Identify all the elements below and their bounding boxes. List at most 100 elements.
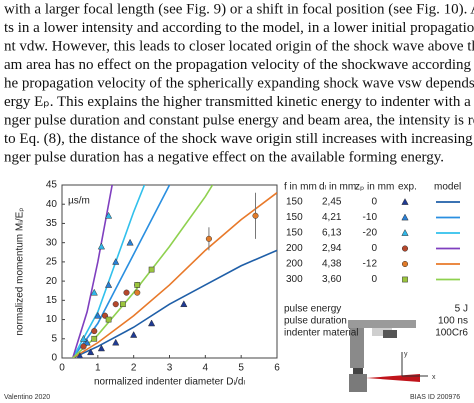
marker-triangle bbox=[147, 319, 156, 327]
marker-circle bbox=[205, 235, 212, 242]
marker-square bbox=[91, 335, 98, 342]
marker-square bbox=[134, 282, 141, 288]
x-tick-label: 3 bbox=[167, 363, 173, 374]
marker-circle bbox=[401, 245, 409, 252]
footer-left: Valentino 2020 bbox=[4, 394, 50, 401]
marker-circle bbox=[134, 289, 141, 296]
marker-square bbox=[402, 276, 408, 283]
marker-triangle bbox=[180, 300, 188, 308]
x-tick-label: 2 bbox=[131, 363, 137, 374]
marker-triangle bbox=[90, 288, 98, 296]
marker-triangle bbox=[126, 238, 134, 246]
marker-square bbox=[120, 301, 126, 308]
legend-cell: 0 bbox=[371, 243, 377, 254]
x-tick-label: 1 bbox=[95, 363, 101, 374]
marker-triangle bbox=[97, 344, 106, 352]
legend-cell: 0 bbox=[371, 274, 377, 285]
y-tick-label: 20 bbox=[46, 276, 58, 287]
diagram-laser bbox=[366, 374, 420, 382]
x-tick-label: 5 bbox=[238, 363, 244, 374]
x-axis-label: normalized indenter diameter Dᵢ/dₗ bbox=[94, 377, 245, 388]
diagram-plate bbox=[348, 320, 416, 328]
y-tick-label: 25 bbox=[46, 257, 58, 268]
plot-area bbox=[71, 185, 277, 358]
legend-header: exp. bbox=[398, 182, 417, 193]
marker-triangle bbox=[401, 229, 409, 236]
diagram-indenter bbox=[350, 328, 364, 368]
marker-triangle bbox=[79, 334, 88, 342]
y-tick-label: 0 bbox=[51, 353, 57, 364]
paragraph-line: he propagation velocity of the spherical… bbox=[4, 75, 474, 91]
marker-triangle bbox=[97, 242, 106, 250]
model-curve bbox=[72, 192, 277, 358]
marker-square bbox=[148, 266, 155, 273]
legend-header: zₚ in mm bbox=[355, 182, 394, 193]
marker-triangle bbox=[76, 352, 84, 358]
marker-square bbox=[105, 316, 112, 323]
y-tick-label: 10 bbox=[46, 314, 58, 325]
marker-circle bbox=[91, 328, 98, 335]
parameter-value: 100 ns bbox=[438, 316, 468, 327]
y-unit: µs/m bbox=[68, 196, 90, 207]
legend-cell: 3,60 bbox=[322, 274, 342, 285]
marker-triangle bbox=[83, 338, 91, 346]
diagram-part bbox=[383, 330, 397, 338]
y-tick-label: 45 bbox=[46, 180, 58, 191]
paragraph-line: to Eq. (8), the distance of the shock wa… bbox=[4, 131, 474, 147]
x-tick-label: 6 bbox=[274, 363, 280, 374]
marker-circle bbox=[80, 343, 87, 350]
marker-triangle bbox=[87, 348, 95, 356]
parameter-label: pulse duration bbox=[284, 316, 347, 327]
legend-cell: 300 bbox=[286, 274, 303, 285]
paragraph-line: ergy Eₚ. This explains the higher transm… bbox=[4, 94, 474, 110]
model-curve bbox=[72, 249, 277, 358]
legend-header: dₗ in mm bbox=[319, 182, 356, 193]
marker-triangle bbox=[94, 311, 102, 319]
marker-triangle bbox=[104, 211, 113, 219]
parameter-value: 5 J bbox=[455, 304, 468, 315]
paragraph-line: nger pulse duration has a negative effec… bbox=[4, 149, 444, 165]
marker-triangle bbox=[112, 338, 120, 346]
y-tick-label: 15 bbox=[46, 295, 58, 306]
footer-right: BIAS ID 200976 bbox=[410, 394, 460, 401]
model-curve bbox=[71, 185, 113, 358]
legend-cell: 150 bbox=[286, 212, 303, 223]
legend-cell: 150 bbox=[286, 197, 303, 208]
y-tick-label: 35 bbox=[46, 218, 58, 229]
marker-triangle bbox=[401, 198, 409, 205]
setup-diagram bbox=[348, 320, 428, 392]
marker-circle bbox=[112, 301, 119, 308]
legend-cell: -10 bbox=[363, 212, 378, 223]
marker-circle bbox=[123, 289, 130, 296]
diagram-base bbox=[349, 374, 367, 392]
marker-circle bbox=[252, 212, 259, 219]
marker-circle bbox=[401, 260, 409, 268]
marker-triangle bbox=[401, 213, 409, 221]
legend-cell: 200 bbox=[286, 259, 303, 270]
legend-header: model bbox=[434, 182, 461, 193]
paragraph-line: am area has no effect on the propagation… bbox=[4, 57, 474, 73]
legend-cell: -12 bbox=[363, 259, 378, 270]
paragraph-line: nt vdw. However, this leads to closer lo… bbox=[4, 38, 474, 54]
marker-triangle bbox=[130, 331, 138, 338]
legend-cell: 6,13 bbox=[322, 228, 342, 239]
legend-cell: 0 bbox=[371, 197, 377, 208]
parameter-label: indenter material bbox=[284, 328, 358, 339]
legend-cell: 200 bbox=[286, 243, 303, 254]
legend-cell: 2,45 bbox=[322, 197, 342, 208]
x-tick-label: 0 bbox=[59, 363, 65, 374]
parameter-label: pulse energy bbox=[284, 304, 341, 315]
diagram-indenter-tip bbox=[353, 368, 363, 374]
y-tick-label: 5 bbox=[51, 333, 57, 344]
legend-cell: -20 bbox=[363, 228, 378, 239]
diagram-y-label: y bbox=[404, 351, 408, 358]
legend-cell: 4,38 bbox=[322, 259, 342, 270]
diagram-part bbox=[372, 328, 392, 336]
paragraph-line: with a larger focal length (see Fig. 9) … bbox=[4, 1, 474, 17]
marker-triangle bbox=[104, 281, 113, 288]
legend-cell: 150 bbox=[286, 228, 303, 239]
y-axis-label: normalized momentum Mᵢ/Eₚ bbox=[15, 207, 26, 335]
y-tick-label: 30 bbox=[46, 237, 58, 248]
